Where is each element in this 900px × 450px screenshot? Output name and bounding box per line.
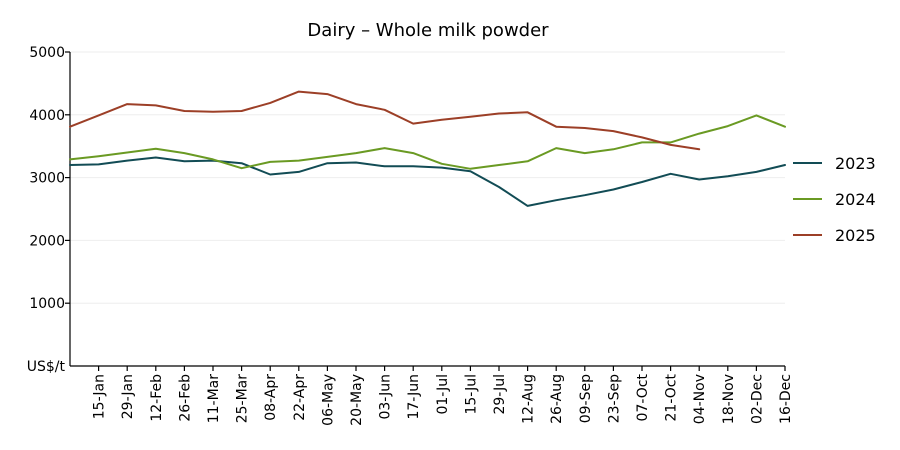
x-tick-label: 15-Jul	[463, 374, 479, 415]
legend: 2023 2024 2025	[793, 154, 876, 245]
series-line-2023	[69, 156, 786, 207]
x-tick-label: 16-Dec	[778, 374, 794, 424]
chart-title: Dairy – Whole milk powder	[307, 20, 549, 41]
x-tick-label: 15-Jan	[92, 374, 108, 419]
x-tick-label: 08-Apr	[263, 374, 279, 421]
legend-label-2023: 2023	[835, 154, 876, 173]
y-tick-label: 3000	[29, 171, 65, 187]
x-tick-label: 06-May	[320, 374, 336, 426]
x-tick-label: 29-Jan	[120, 374, 136, 419]
x-tick-label: 21-Oct	[664, 373, 680, 421]
y-tick-label: 5000	[29, 45, 65, 61]
x-tick-label: 11-Mar	[206, 374, 222, 424]
x-tick-label: 23-Sep	[606, 374, 622, 423]
x-tick-label: 25-Mar	[235, 374, 251, 424]
x-tick-label: 03-Jun	[378, 374, 394, 420]
x-tick-label: 04-Nov	[692, 374, 708, 424]
y-axis-label: US$/t	[27, 359, 66, 375]
x-tick-label: 12-Feb	[149, 374, 165, 422]
x-tick-label: 26-Aug	[549, 374, 565, 424]
x-tick-label: 29-Jul	[492, 374, 508, 415]
x-tick-label: 01-Jul	[435, 374, 451, 415]
series-line-2024	[69, 114, 786, 170]
x-tick-label: 20-May	[349, 374, 365, 426]
x-tick-label: 07-Oct	[635, 373, 651, 421]
grid	[70, 51, 785, 304]
series-lines	[69, 90, 786, 207]
x-tick-label: 18-Nov	[721, 374, 737, 424]
legend-label-2025: 2025	[835, 226, 876, 245]
axes: 1000 2000 3000 4000 5000 US$/t 15-Jan 29-Jan 12-…	[27, 45, 794, 426]
y-tick-label: 4000	[29, 108, 65, 124]
x-tick-label: 26-Feb	[177, 374, 193, 422]
y-tick-label: 2000	[29, 233, 65, 249]
x-tick-label: 12-Aug	[521, 374, 537, 424]
x-tick-label: 17-Jun	[406, 374, 422, 420]
x-tick-label: 02-Dec	[749, 374, 765, 424]
y-tick-label: 1000	[29, 296, 65, 312]
series-line-2025	[69, 90, 701, 151]
legend-label-2024: 2024	[835, 190, 876, 209]
x-tick-label: 22-Apr	[292, 374, 308, 421]
x-tick-label: 09-Sep	[578, 374, 594, 423]
